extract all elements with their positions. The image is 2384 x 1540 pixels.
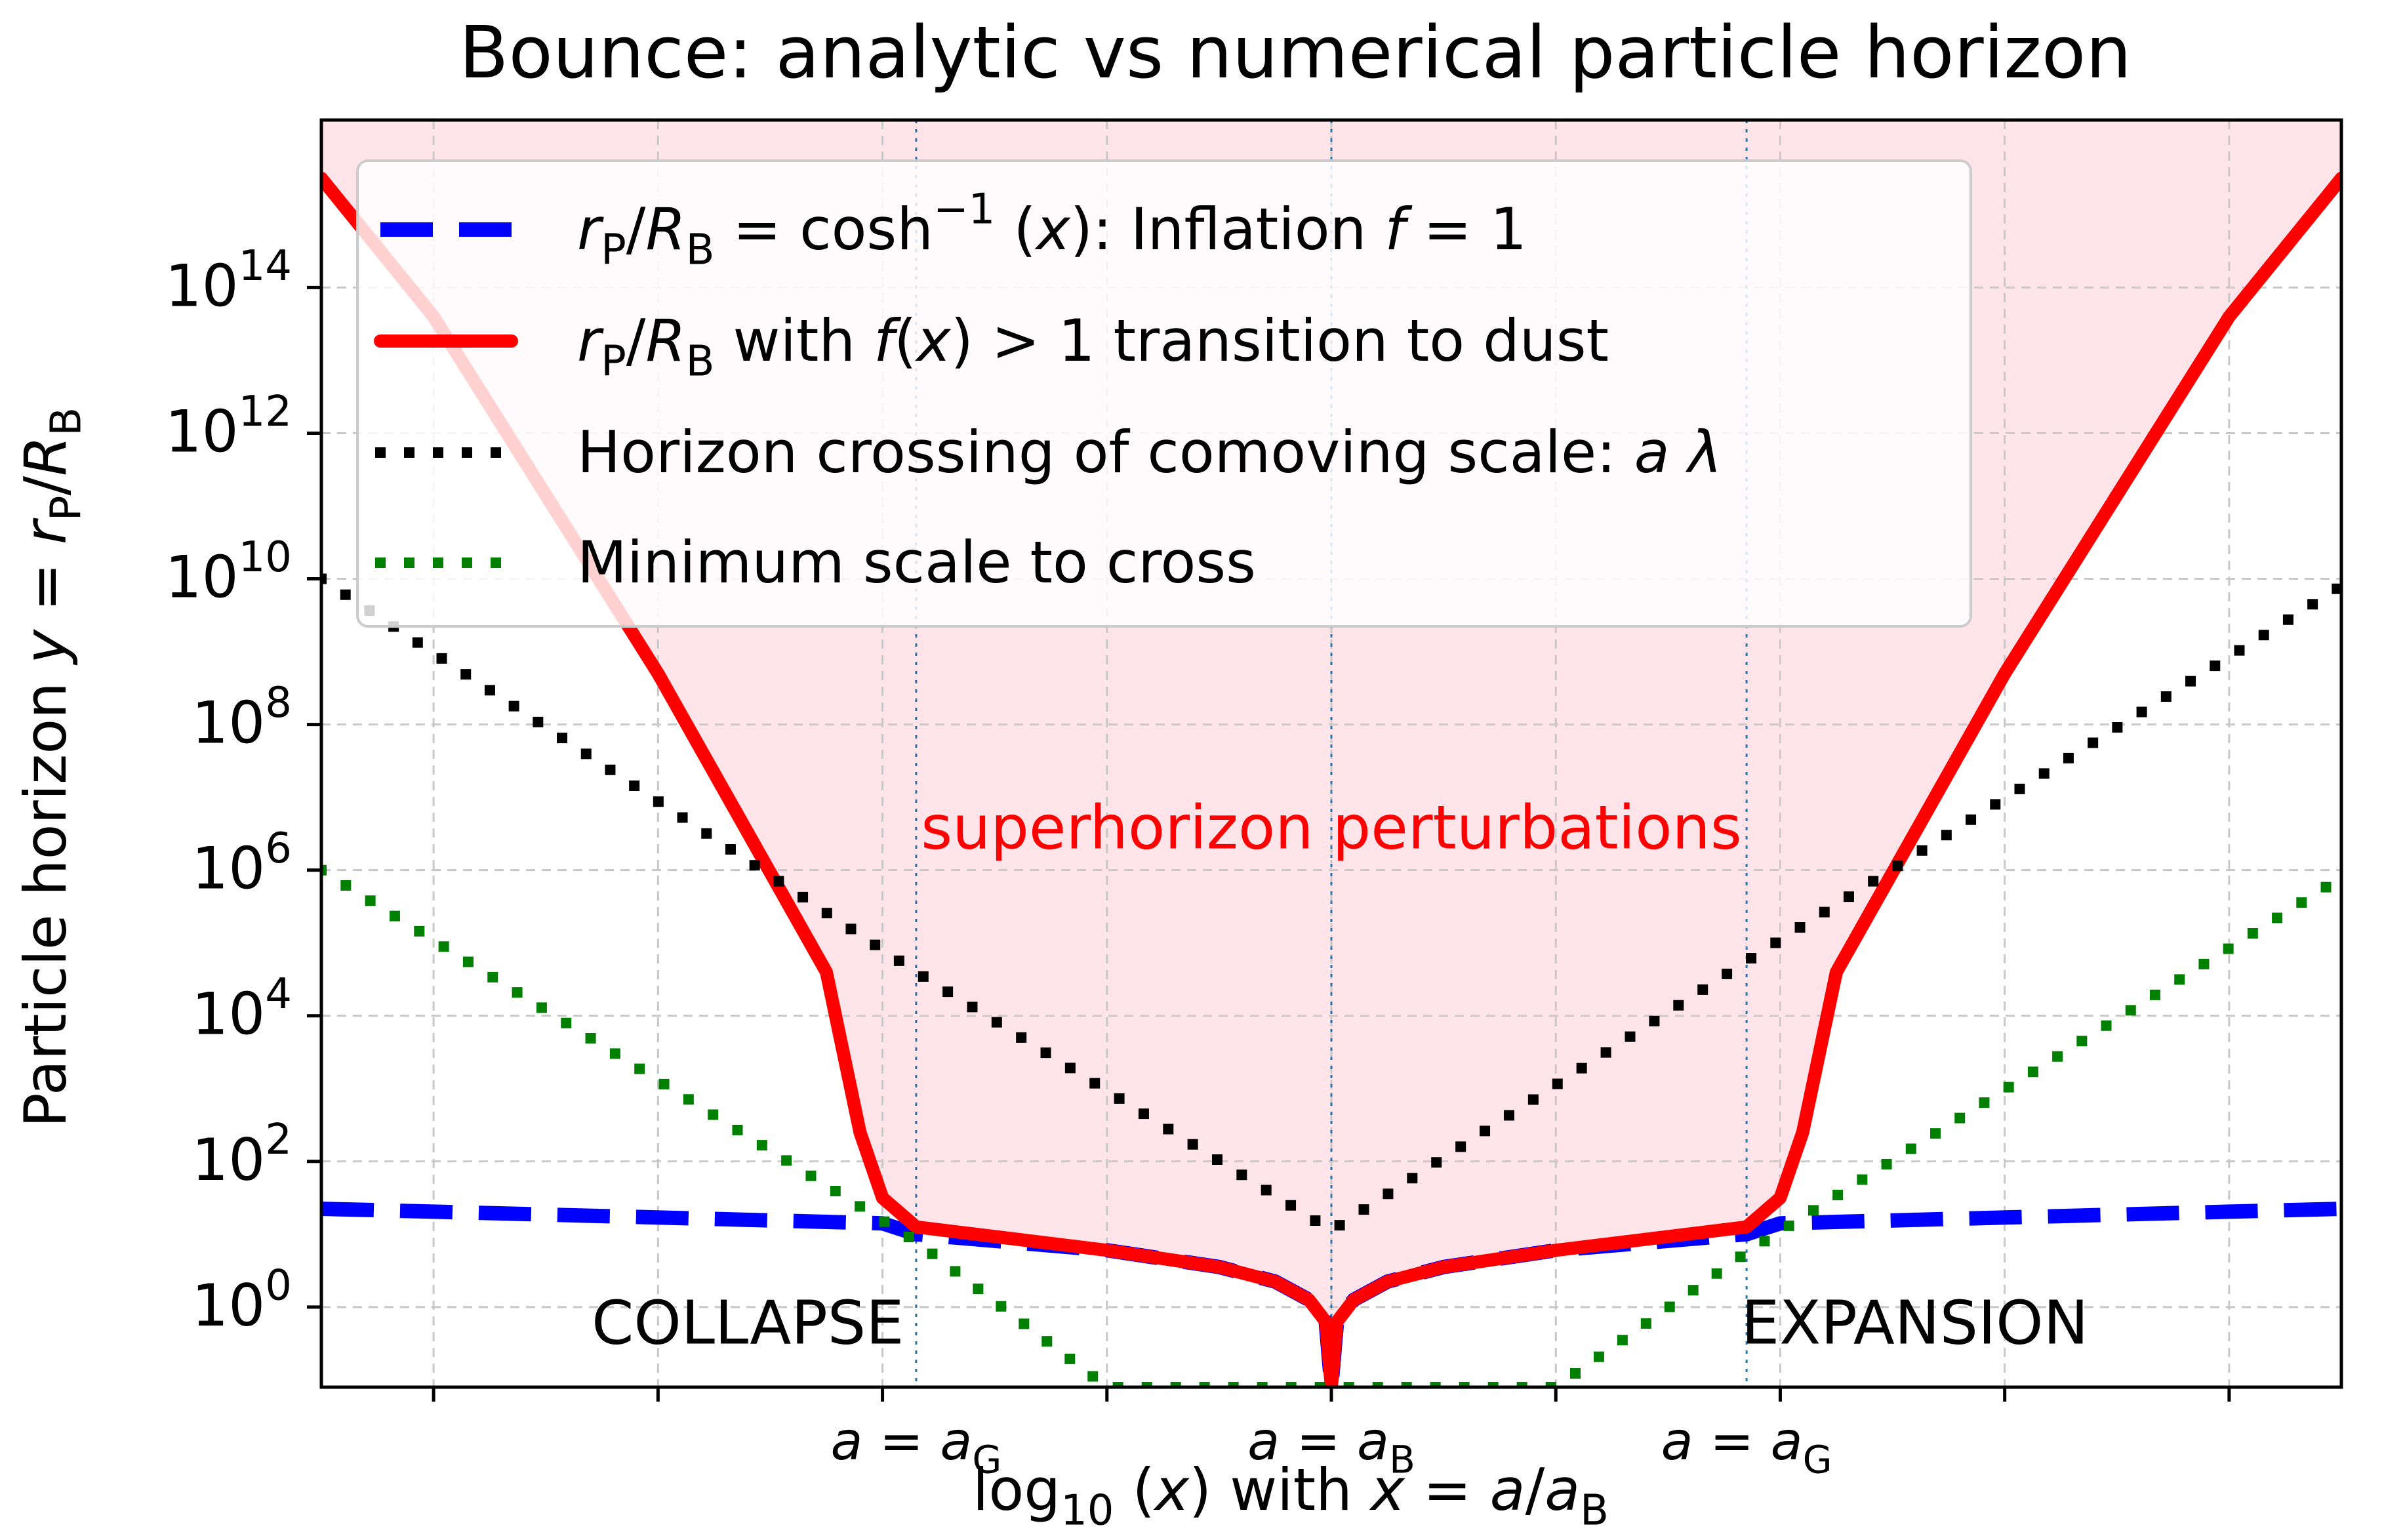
- axis-layer: 100 102 104 106 108 1010 1012 1014 a = aG a = aB a…: [165, 242, 2231, 1482]
- legend-label-dust: rP/RB with f(x) > 1 transition to dust: [577, 307, 1609, 386]
- y-tick-label: 1014: [165, 242, 292, 320]
- annotation-label: COLLAPSE: [592, 1287, 904, 1358]
- annotation-layer: superhorizon perturbations COLLAPSE EXPANS…: [592, 792, 2088, 1358]
- y-tick-label: 1012: [165, 388, 292, 466]
- chart-title: Bounce: analytic vs numerical particle h…: [459, 10, 2131, 94]
- y-tick-label: 1010: [165, 533, 292, 611]
- y-tick-label: 104: [192, 970, 292, 1048]
- legend: rP/RB = cosh−1 (x): Inflation f = 1 rP/RB…: [356, 159, 1972, 628]
- y-tick-label: 102: [192, 1116, 292, 1194]
- series-inflation-line: [321, 1202, 2341, 1387]
- legend-box: [356, 159, 1972, 628]
- x-tick-label: a = aG: [1661, 1411, 1832, 1482]
- legend-label-minimum: Minimum scale to cross: [577, 529, 1256, 596]
- series-dust-line: [321, 171, 2341, 1387]
- y-tick-label: 108: [192, 679, 292, 757]
- y-tick-label: 106: [192, 824, 292, 902]
- annotation-label: EXPANSION: [1741, 1287, 2088, 1358]
- x-tick-label: a = aB: [1247, 1411, 1415, 1482]
- x-tick-label: a = aG: [830, 1411, 1001, 1482]
- y-tick-label: 100: [192, 1261, 292, 1339]
- legend-label-crossing: Horizon crossing of comoving scale: a λ: [577, 418, 1722, 486]
- annotation-label: superhorizon perturbations: [921, 792, 1742, 862]
- series-crossing-line: [321, 572, 2341, 1236]
- legend-label-inflation: rP/RB = cosh−1 (x): Inflation f = 1: [577, 185, 1527, 274]
- x-axis-label: log10 (x) with x = a/aB: [973, 1456, 1609, 1535]
- y-axis-label: Particle horizon y = rP/RB: [12, 407, 91, 1127]
- series-layer: [321, 171, 2341, 1387]
